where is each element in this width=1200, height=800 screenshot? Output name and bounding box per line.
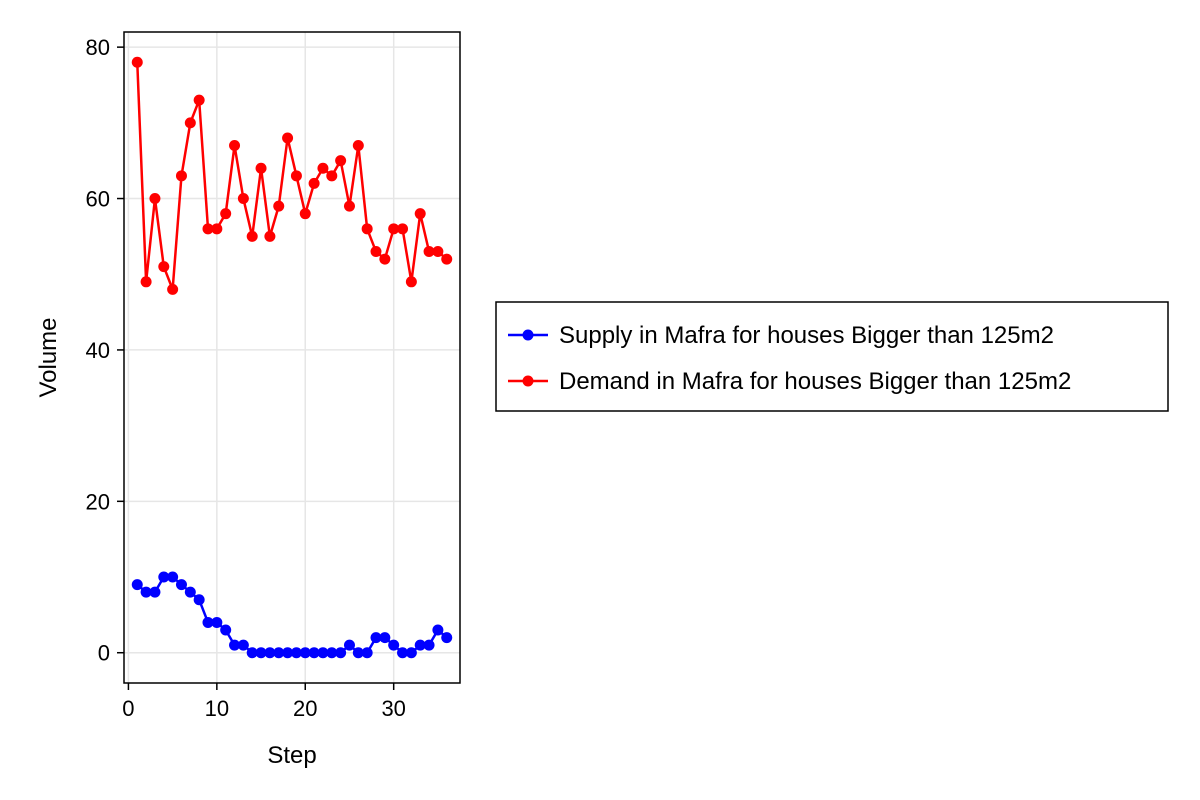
- data-point: [308, 177, 320, 189]
- data-point: [397, 223, 409, 235]
- data-point: [131, 56, 143, 68]
- data-point: [167, 571, 179, 583]
- data-point: [158, 571, 170, 583]
- data-point: [335, 647, 347, 659]
- data-point: [255, 162, 267, 174]
- legend-box: [495, 301, 1169, 412]
- y-tick-label: 20: [86, 489, 110, 514]
- data-point: [282, 132, 294, 144]
- x-tick-label: 20: [293, 696, 317, 721]
- data-point: [211, 616, 223, 628]
- data-point: [264, 647, 276, 659]
- data-point: [229, 140, 241, 152]
- legend-marker-swatch: [522, 329, 534, 341]
- plot-series: [131, 56, 453, 659]
- data-point: [405, 647, 417, 659]
- legend-entry-supply: Supply in Mafra for houses Bigger than 1…: [508, 322, 1054, 349]
- x-tick-label: 0: [122, 696, 134, 721]
- data-point: [290, 170, 302, 182]
- data-point: [335, 155, 347, 167]
- data-point: [432, 246, 444, 258]
- x-axis-label: Step: [267, 742, 316, 769]
- data-point: [326, 647, 338, 659]
- data-point: [175, 579, 187, 591]
- data-point: [370, 632, 382, 644]
- y-tick-label: 60: [86, 187, 110, 212]
- data-point: [184, 117, 196, 129]
- data-point: [299, 208, 311, 220]
- legend-label-supply: Supply in Mafra for houses Bigger than 1…: [559, 322, 1054, 349]
- y-axis-label: Volume: [35, 317, 62, 397]
- y-tick-label: 0: [98, 641, 110, 666]
- data-point: [175, 170, 187, 182]
- data-point: [405, 276, 417, 288]
- data-point: [158, 261, 170, 273]
- data-point: [343, 639, 355, 651]
- data-point: [352, 647, 364, 659]
- data-point: [246, 230, 258, 242]
- data-point: [326, 170, 338, 182]
- data-point: [237, 193, 249, 205]
- data-point: [193, 94, 205, 106]
- data-point: [317, 162, 329, 174]
- data-point: [140, 276, 152, 288]
- y-tick-label: 80: [86, 35, 110, 60]
- data-point: [361, 647, 373, 659]
- data-point: [273, 647, 285, 659]
- data-point: [246, 647, 258, 659]
- data-point: [432, 624, 444, 636]
- data-point: [211, 223, 223, 235]
- data-point: [414, 208, 426, 220]
- data-point: [202, 223, 214, 235]
- data-point: [441, 632, 453, 644]
- legend: Supply in Mafra for houses Bigger than 1…: [495, 301, 1169, 412]
- data-point: [388, 223, 400, 235]
- grid-lines: [124, 32, 460, 683]
- data-point: [290, 647, 302, 659]
- axis-ticks: 0 10 20 30 0 20 40 60 80: [86, 35, 406, 721]
- data-point: [149, 586, 161, 598]
- data-point: [140, 586, 152, 598]
- data-point: [397, 647, 409, 659]
- data-point: [317, 647, 329, 659]
- data-point: [167, 283, 179, 295]
- data-point: [299, 647, 311, 659]
- data-point: [379, 253, 391, 265]
- data-point: [193, 594, 205, 606]
- data-point: [220, 208, 232, 220]
- data-point: [237, 639, 249, 651]
- data-point: [370, 246, 382, 258]
- legend-marker-swatch: [522, 375, 534, 387]
- y-tick-label: 40: [86, 338, 110, 363]
- data-point: [441, 253, 453, 265]
- x-tick-label: 30: [381, 696, 405, 721]
- data-point: [184, 586, 196, 598]
- data-point: [379, 632, 391, 644]
- data-point: [308, 647, 320, 659]
- x-tick-label: 10: [205, 696, 229, 721]
- data-point: [220, 624, 232, 636]
- data-point: [202, 616, 214, 628]
- data-point: [255, 647, 267, 659]
- data-point: [282, 647, 294, 659]
- data-point: [388, 639, 400, 651]
- data-point: [423, 639, 435, 651]
- data-point: [361, 223, 373, 235]
- data-point: [264, 230, 276, 242]
- legend-label-demand: Demand in Mafra for houses Bigger than 1…: [559, 368, 1071, 395]
- data-point: [273, 200, 285, 212]
- data-point: [131, 579, 143, 591]
- series-supply: [131, 571, 453, 659]
- series-demand: [131, 56, 453, 295]
- data-point: [352, 140, 364, 152]
- data-point: [423, 246, 435, 258]
- data-point: [229, 639, 241, 651]
- data-point: [414, 639, 426, 651]
- data-point: [149, 193, 161, 205]
- legend-entry-demand: Demand in Mafra for houses Bigger than 1…: [508, 368, 1071, 395]
- plot-frame: [123, 31, 461, 684]
- data-point: [343, 200, 355, 212]
